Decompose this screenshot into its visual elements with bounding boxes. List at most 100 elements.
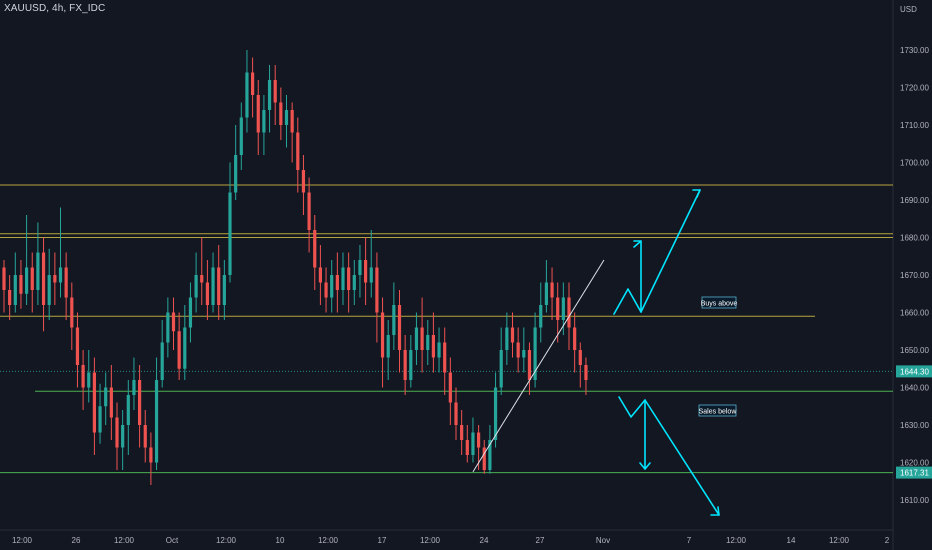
candle-body (567, 297, 571, 328)
candle-body (284, 110, 289, 125)
candle-body (245, 72, 249, 118)
candle-body (431, 335, 435, 358)
candle-body (2, 267, 6, 290)
candle-body (556, 297, 560, 320)
candle-body (104, 387, 108, 407)
candle-body (41, 252, 46, 305)
candle-body (13, 275, 17, 305)
candle-body (121, 425, 125, 448)
time-tick-label: 10 (276, 536, 285, 545)
candle-body (471, 432, 475, 455)
candle-body (454, 402, 458, 425)
candle-body (234, 155, 238, 193)
sell-arrowhead[interactable] (710, 506, 720, 516)
candle-body (239, 117, 243, 155)
price-tick-label: 1730.00 (900, 46, 929, 55)
time-tick-label: 7 (687, 536, 692, 545)
buys-above-note-box[interactable] (701, 296, 737, 309)
candle-body (313, 230, 317, 268)
candle-body (87, 372, 91, 388)
candle-body (375, 267, 379, 313)
price-tick-label: 1630.00 (900, 421, 929, 430)
candle-body (414, 327, 419, 350)
candle-body (188, 297, 193, 328)
candle-body (330, 275, 334, 298)
time-tick-label: 12:00 (12, 536, 33, 545)
candle-body (522, 350, 526, 358)
current-price-tag-bg (896, 365, 932, 378)
candle-body (70, 297, 74, 328)
candle-body (578, 350, 582, 365)
candle-body (460, 425, 464, 440)
time-tick-label: 12:00 (318, 536, 339, 545)
candle-body (403, 350, 407, 380)
candle-body (211, 267, 215, 305)
candle-body (58, 267, 63, 283)
candle-body (335, 275, 339, 290)
candle-body (426, 335, 430, 350)
candle-body (318, 267, 322, 283)
candle-body (53, 275, 57, 283)
candle-body (505, 327, 509, 350)
sell-arrowhead-small[interactable] (639, 462, 651, 470)
candle-body (364, 260, 368, 283)
price-tick-label: 1650.00 (900, 346, 929, 355)
trend-line[interactable] (472, 259, 605, 473)
price-tick-label: 1620.00 (900, 459, 929, 468)
sales-below-note-box[interactable] (698, 404, 737, 417)
candle-body (25, 267, 29, 294)
candle-body (448, 372, 452, 403)
candle-body (409, 350, 413, 380)
candle-body (584, 365, 588, 380)
sell-path-arrow[interactable] (618, 396, 720, 516)
candle-body (256, 95, 260, 133)
candle-body (132, 380, 136, 395)
candle-body (98, 406, 102, 433)
time-tick-label: 12:00 (420, 536, 441, 545)
candle-body (228, 192, 232, 275)
time-tick-label: 12:00 (829, 536, 850, 545)
buys-above-note: Buys above (701, 300, 738, 307)
candle-body (75, 327, 80, 365)
candle-body (279, 102, 283, 125)
symbol-title: XAUUSD, 4h, FX_IDC (4, 3, 106, 14)
candle-body (386, 335, 390, 358)
candle-body (143, 425, 147, 448)
time-tick-label: 27 (536, 536, 545, 545)
candle-body (149, 447, 153, 463)
candle-body (533, 327, 537, 380)
price-tick-label: 1610.00 (900, 496, 929, 505)
candle-body (499, 350, 503, 388)
buy-arrowhead-small[interactable] (633, 240, 642, 248)
candle-body (19, 275, 23, 294)
candle-body (267, 80, 272, 110)
price-tick-label: 1690.00 (900, 196, 929, 205)
time-tick-label: Nov (596, 536, 610, 545)
candle-body (126, 395, 130, 425)
candle-body (443, 342, 447, 373)
candle-body (296, 132, 300, 170)
candle-body (166, 312, 170, 343)
candle-body (307, 192, 311, 230)
candle-body (64, 267, 68, 298)
candle-body (341, 267, 345, 290)
time-tick-label: 12:00 (726, 536, 747, 545)
candle-body (482, 447, 486, 470)
candle-body (273, 80, 277, 103)
candle-body (290, 110, 294, 133)
price-tick-label: 1660.00 (900, 309, 929, 318)
buy-arrowhead[interactable] (692, 189, 701, 198)
candle-body (516, 342, 520, 358)
candle-body (352, 275, 356, 290)
buy-path-arrow[interactable] (613, 189, 701, 315)
price-tick-label: 1680.00 (900, 234, 929, 243)
candle-body (36, 252, 40, 290)
candle-body (380, 312, 385, 358)
candle-body (493, 387, 498, 440)
candle-body (477, 432, 481, 448)
candle-body (573, 327, 577, 350)
candle-body (160, 342, 164, 380)
candle-body (420, 327, 424, 350)
